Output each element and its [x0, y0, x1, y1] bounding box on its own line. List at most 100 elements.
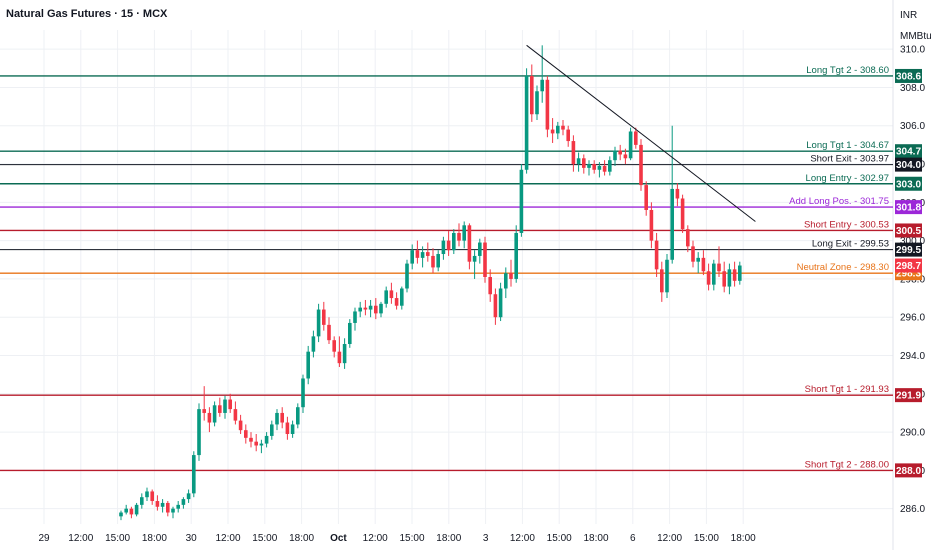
candle-body	[145, 491, 149, 498]
level-tag: 291.9	[896, 391, 921, 402]
candle-body	[228, 399, 232, 410]
candle-body	[696, 257, 700, 262]
candle-body	[348, 322, 352, 345]
level-label: Long Tgt 2 - 308.60	[806, 65, 889, 76]
candle-body	[389, 290, 394, 299]
candle-body	[311, 336, 316, 352]
candle-body	[644, 185, 648, 210]
trendline	[526, 44, 756, 222]
candle-body	[446, 240, 451, 251]
candle-body	[207, 412, 212, 423]
candle-body	[186, 493, 191, 500]
level-label: Short Tgt 2 - 288.00	[805, 459, 889, 470]
candle-body	[150, 491, 154, 502]
candle-body	[597, 165, 602, 170]
candle-body	[556, 125, 560, 134]
candle-body	[608, 160, 612, 172]
candle-body	[613, 150, 617, 161]
level-label: Add Long Pos. - 301.75	[789, 196, 889, 207]
candle-body	[134, 504, 139, 515]
candle-body	[493, 294, 498, 318]
candle-body	[628, 131, 633, 159]
candle-body	[176, 504, 180, 509]
candle-body	[384, 290, 388, 304]
candle-body	[306, 351, 310, 379]
candle-body	[514, 232, 518, 279]
candle-body	[218, 405, 222, 413]
level-tag-bg	[895, 176, 922, 191]
price-tags: 308.6 304.7 304.0 303.0 301.8 300.5 299.5 298.3…	[895, 68, 922, 478]
candle-body	[290, 424, 295, 435]
last-price-tag-bg	[895, 258, 922, 273]
candle-body	[618, 150, 622, 155]
candle-body	[244, 430, 248, 438]
candle-body	[634, 131, 638, 145]
candle-body	[379, 303, 383, 314]
level-tag-bg	[895, 223, 922, 238]
time-axis: 29 12:00 15:00 18:00 30 12:00 15:00 18:00 Oct 12:…	[38, 533, 756, 544]
x-tick-label: 12:00	[363, 533, 388, 544]
y-tick-label: 294.0	[900, 351, 925, 362]
y-tick-label: 290.0	[900, 428, 925, 439]
candle-body	[264, 435, 269, 444]
candle-body	[524, 75, 529, 170]
candle-body	[160, 502, 165, 507]
level-tag-bg	[895, 200, 922, 215]
candle-body	[691, 246, 695, 262]
candle-body	[478, 242, 482, 256]
x-tick-label: 15:00	[252, 533, 277, 544]
candle-body	[197, 409, 201, 456]
candle-body	[649, 209, 654, 241]
level-tag: 300.5	[896, 226, 921, 237]
candle-body	[675, 188, 680, 199]
candle-body	[680, 198, 685, 230]
level-label: Long Entry - 302.97	[806, 173, 889, 184]
x-tick-label: 29	[38, 533, 50, 544]
level-lines: Long Tgt 2 - 308.60 Long Tgt 1 - 304.67 Sh…	[0, 65, 893, 472]
candle-body	[738, 265, 742, 281]
candle-body	[129, 508, 134, 515]
candle-body	[332, 340, 336, 352]
candle-body	[171, 508, 175, 513]
level-tag: 304.7	[896, 147, 921, 158]
candle-body	[124, 508, 128, 513]
y-tick-label: 308.0	[900, 83, 925, 94]
candle-body	[509, 273, 513, 279]
x-tick-label: 12:00	[510, 533, 535, 544]
candle-body	[530, 75, 534, 115]
level-tag-bg	[895, 242, 922, 257]
chart-title: Natural Gas Futures · 15 · MCX	[6, 8, 168, 20]
last-price-tag: 298.7	[896, 261, 921, 272]
candle-body	[561, 125, 565, 130]
x-tick-label: 30	[186, 533, 198, 544]
level-label: Short Tgt 1 - 291.93	[805, 384, 889, 395]
x-tick-label: 18:00	[289, 533, 314, 544]
candle-body	[540, 79, 544, 92]
candle-body	[233, 409, 238, 421]
x-tick-label: 12:00	[657, 533, 682, 544]
level-label: Short Entry - 300.53	[804, 219, 889, 230]
level-tag: 298.3	[896, 269, 921, 280]
candle-body	[592, 164, 596, 170]
candle-body	[285, 422, 290, 435]
candle-body	[602, 165, 607, 172]
level-tag: 304.0	[896, 160, 921, 171]
candle-body	[535, 91, 539, 115]
level-tag: 308.6	[896, 71, 921, 82]
candle-body	[410, 250, 414, 264]
candle-body	[426, 252, 430, 256]
candles	[119, 45, 742, 521]
candle-body	[712, 263, 716, 285]
candle-body	[254, 441, 258, 446]
level-tag-bg	[895, 157, 922, 172]
candle-body	[436, 254, 440, 268]
level-label: Long Exit - 299.53	[812, 239, 889, 250]
x-tick-label: 12:00	[68, 533, 93, 544]
y-tick-label: 296.0	[900, 313, 925, 324]
x-tick-label: 18:00	[731, 533, 756, 544]
y-tick-label: 310.0	[900, 45, 925, 56]
level-tag-bg	[895, 144, 922, 159]
x-tick-label: 15:00	[399, 533, 424, 544]
candle-body	[327, 324, 331, 341]
